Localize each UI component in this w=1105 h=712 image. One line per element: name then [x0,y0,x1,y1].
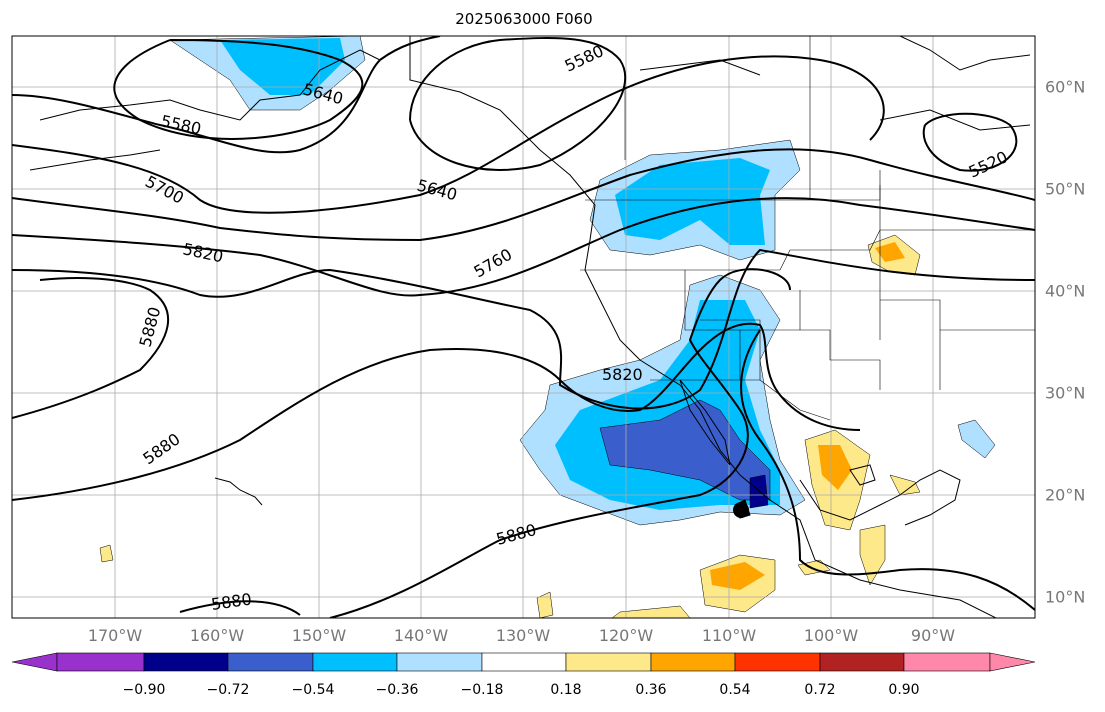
lon-label: 130°W [495,626,551,645]
colorbar-tick-label: 0.54 [719,682,751,698]
colorbar-tick-label: −0.36 [375,682,419,698]
colorbar-tick-label: 0.18 [550,682,582,698]
lat-label: 10°N [1045,587,1086,607]
colorbar-tick-label: −0.90 [122,682,166,698]
map-frame [11,35,1036,619]
storm-center-marker [733,502,749,518]
lon-label: 150°W [291,626,347,645]
lon-label: 100°W [803,626,859,645]
colorbar-tick-label: 0.36 [635,682,667,698]
lat-label: 40°N [1045,281,1086,301]
lon-label: 170°W [87,626,143,645]
colorbar-tick-label: −0.18 [460,682,504,698]
colorbar-tick-label: −0.54 [291,682,335,698]
lon-label: 120°W [598,626,654,645]
lat-label: 30°N [1045,383,1086,403]
lat-label: 60°N [1045,77,1086,97]
graticule [12,36,1035,618]
colorbar-tick-label: 0.72 [804,682,836,698]
lon-label: 140°W [393,626,449,645]
positive-anomaly-shading [99,234,921,618]
height-contours [12,36,1035,618]
colorbar-tick-label: −0.72 [206,682,250,698]
colorbar-tick-label: 0.90 [888,682,920,698]
lon-label: 110°W [701,626,757,645]
lon-label: 160°W [189,626,245,645]
colorbar [11,652,1036,672]
map-area [12,36,1035,618]
map-title: 2025063000 F060 [455,10,593,28]
lat-label: 50°N [1045,179,1086,199]
negative-anomaly-shading [169,36,996,526]
contour-label: 5820 [602,365,643,384]
lat-label: 20°N [1045,485,1086,505]
lon-label: 90°W [910,626,956,645]
